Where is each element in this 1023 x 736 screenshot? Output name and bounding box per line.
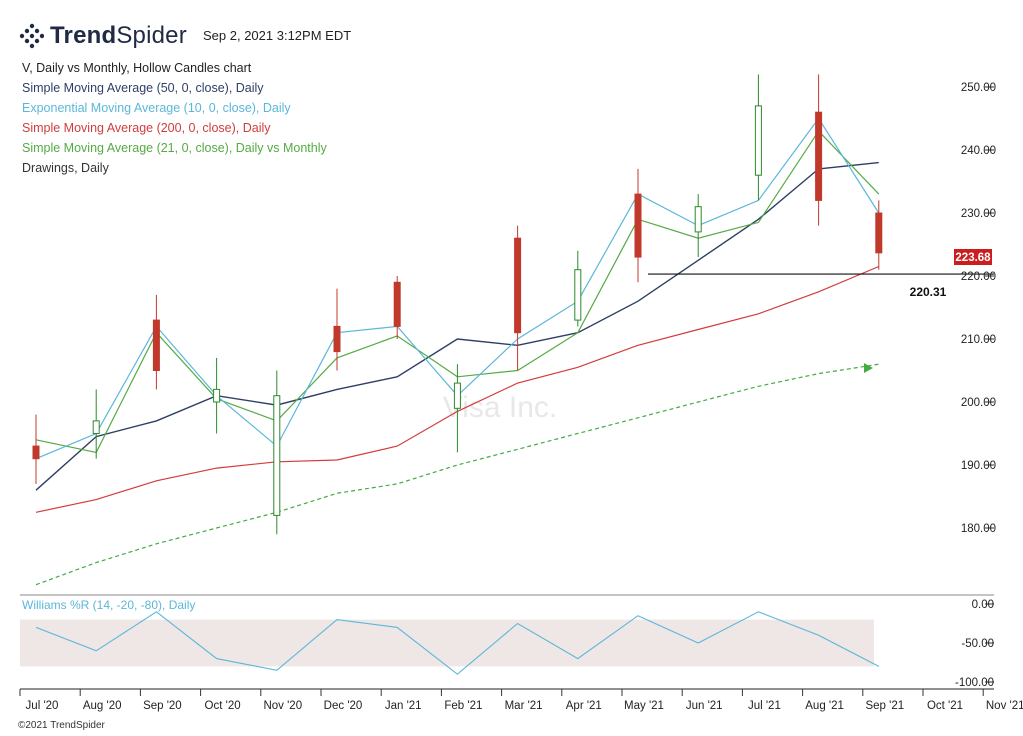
- candle-body: [213, 388, 221, 403]
- candle-body: [32, 445, 40, 460]
- candle-body: [92, 420, 100, 434]
- horizontal-line-label: 220.31: [910, 285, 947, 299]
- sma21-monthly-line: [35, 363, 879, 586]
- time-axis-label: Jan '21: [385, 700, 422, 712]
- time-axis-label: Apr '21: [566, 700, 602, 712]
- legend-chart-title: V, Daily vs Monthly, Hollow Candles char…: [22, 61, 252, 75]
- time-axis-label: Dec '20: [324, 700, 363, 712]
- wr-axis-label: -100.00: [955, 677, 994, 689]
- price-axis-label: 200.00: [961, 397, 996, 409]
- candle-body: [634, 193, 642, 258]
- time-axis-label: Sep '21: [865, 700, 904, 712]
- time-axis-label: Jun '21: [686, 700, 723, 712]
- last-price-label: 223.68: [955, 252, 991, 264]
- watermark: Visa Inc.: [443, 391, 558, 424]
- williams-r-line: [35, 611, 880, 675]
- time-axis-label: Aug '21: [805, 700, 844, 712]
- trendspider-logo-icon: [19, 23, 44, 49]
- last-price-tag: [954, 249, 992, 265]
- wr-axis-label: -50.00: [961, 638, 994, 650]
- candle-body: [574, 269, 582, 321]
- time-axis-label: Oct '20: [205, 700, 241, 712]
- legend-ema10[interactable]: Exponential Moving Average (10, 0, close…: [22, 101, 291, 115]
- time-axis-label: Jul '21: [748, 700, 781, 712]
- candle-body: [694, 206, 702, 233]
- candle-body: [152, 319, 160, 372]
- price-axis-label: 210.00: [961, 334, 996, 346]
- legend-drawings[interactable]: Drawings, Daily: [22, 161, 109, 175]
- candle-body: [815, 111, 823, 201]
- time-axis-label: Jul '20: [26, 700, 59, 712]
- copyright: ©2021 TrendSpider: [18, 720, 105, 731]
- time-axis-label: Oct '21: [927, 700, 963, 712]
- candle-body: [273, 395, 281, 516]
- price-axis-label: 240.00: [961, 145, 996, 157]
- price-axis-label: 180.00: [961, 523, 996, 535]
- candle-body: [875, 212, 883, 254]
- brand-name: TrendSpider: [50, 22, 187, 49]
- price-axis-label: 230.00: [961, 208, 996, 220]
- candle-body: [514, 237, 522, 334]
- sma50-line: [35, 161, 879, 491]
- time-axis-label: Aug '20: [83, 700, 122, 712]
- time-axis-label: Nov '21: [986, 700, 1023, 712]
- sma21-monthly-end-arrow: [864, 363, 873, 373]
- brand: TrendSpider: [18, 18, 187, 54]
- wr-axis-label: 0.00: [972, 599, 994, 611]
- time-axis-label: Mar '21: [505, 700, 543, 712]
- candle-body: [333, 325, 341, 353]
- price-axis-label: 250.00: [961, 82, 996, 94]
- time-axis-label: Nov '20: [263, 700, 302, 712]
- time-axis-label: Feb '21: [444, 700, 482, 712]
- candle-body: [393, 281, 401, 327]
- legend-sma21[interactable]: Simple Moving Average (21, 0, close), Da…: [22, 141, 327, 155]
- time-axis-label: May '21: [624, 700, 664, 712]
- time-axis-label: Sep '20: [143, 700, 182, 712]
- candle-body: [754, 105, 762, 176]
- price-axis-label: 220.00: [961, 271, 996, 283]
- price-axis-label: 190.00: [961, 460, 996, 472]
- williams-r-label[interactable]: Williams %R (14, -20, -80), Daily: [22, 598, 196, 612]
- chart-timestamp: Sep 2, 2021 3:12PM EDT: [203, 28, 352, 43]
- candle-body: [453, 382, 461, 409]
- legend-sma200[interactable]: Simple Moving Average (200, 0, close), D…: [22, 121, 271, 135]
- legend-sma50[interactable]: Simple Moving Average (50, 0, close), Da…: [22, 81, 264, 95]
- williams-r-band: [20, 619, 874, 667]
